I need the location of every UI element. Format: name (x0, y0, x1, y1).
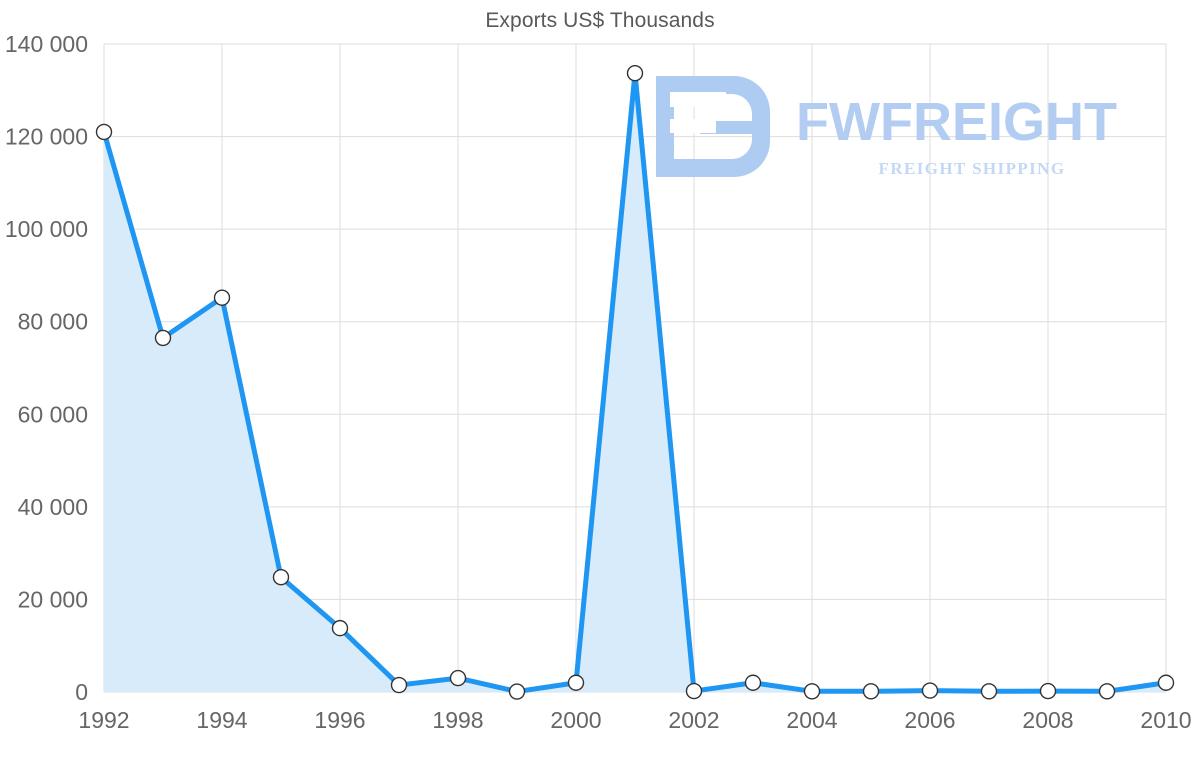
x-axis-tick-labels: 1992 1994 1996 1998 2000 2002 2004 2006 2008 2010 (78, 707, 1191, 733)
data-point-marker[interactable] (862, 683, 880, 700)
area-fill-path (104, 73, 1166, 692)
data-point-marker[interactable] (921, 682, 939, 699)
data-point-marker[interactable] (744, 674, 762, 691)
x-axis-tick-label: 2010 (1140, 707, 1191, 733)
data-point-marker[interactable] (95, 123, 113, 141)
chart-title: Exports US$ Thousands (485, 9, 715, 32)
y-axis-tick-label: 100 000 (5, 216, 88, 242)
data-point-marker[interactable] (508, 683, 526, 700)
area-fill (104, 73, 1166, 692)
data-point-marker[interactable] (449, 669, 467, 687)
data-point-marker[interactable] (626, 64, 644, 82)
data-point-marker[interactable] (1039, 682, 1057, 700)
x-axis-tick-label: 1992 (78, 707, 129, 733)
x-axis-tick-label: 2006 (904, 707, 955, 733)
data-point-marker[interactable] (1157, 674, 1175, 691)
y-axis-tick-label: 60 000 (18, 401, 88, 427)
data-point-marker[interactable] (331, 619, 349, 637)
y-axis-tick-label: 80 000 (18, 309, 88, 335)
y-axis-tick-label: 120 000 (5, 124, 88, 150)
data-point-marker[interactable] (567, 674, 585, 691)
y-axis-tick-label: 20 000 (18, 586, 88, 612)
data-point-marker[interactable] (272, 569, 290, 586)
x-axis-tick-label: 2004 (786, 707, 837, 733)
y-axis-tick-label: 140 000 (5, 31, 88, 57)
data-point-marker[interactable] (154, 329, 172, 347)
x-axis-tick-label: 1994 (196, 707, 247, 733)
x-axis-tick-label: 2002 (668, 707, 719, 733)
data-point-marker[interactable] (803, 683, 821, 700)
data-point-marker[interactable] (980, 683, 998, 700)
x-axis-tick-label: 2000 (550, 707, 601, 733)
y-axis-tick-label: 40 000 (18, 494, 88, 520)
data-markers (95, 64, 1175, 700)
data-point-marker[interactable] (390, 676, 408, 694)
x-axis-tick-label: 1998 (432, 707, 483, 733)
data-point-marker[interactable] (685, 682, 703, 700)
data-point-marker[interactable] (1098, 683, 1116, 700)
x-axis-tick-label: 1996 (314, 707, 365, 733)
y-axis-tick-label: 0 (75, 679, 88, 705)
y-axis-tick-labels: 0 20 000 40 000 60 000 80 000 100 000 120 000 1… (5, 31, 88, 705)
data-point-marker[interactable] (213, 289, 231, 306)
x-axis-tick-label: 2008 (1022, 707, 1073, 733)
